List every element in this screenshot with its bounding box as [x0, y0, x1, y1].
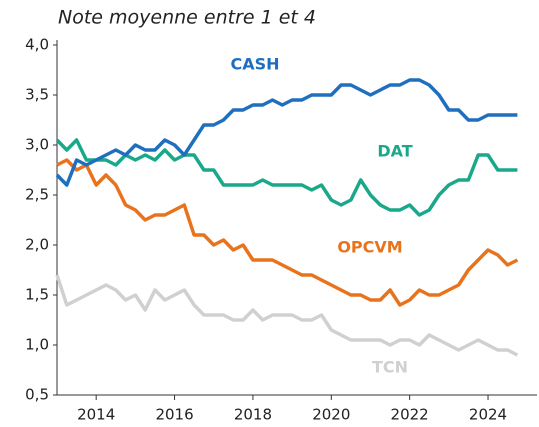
- series-line: [55, 274, 519, 357]
- y-tick-label: 1,5: [25, 286, 49, 304]
- series-label: OPCVM: [337, 238, 402, 257]
- y-tick-label: 2,0: [25, 236, 49, 254]
- x-tick-label: 2024: [469, 406, 507, 424]
- x-tick-label: 2014: [77, 406, 115, 424]
- y-tick-label: 1,0: [25, 336, 49, 354]
- x-tick-label: 2020: [312, 406, 350, 424]
- x-tick-label: 2022: [391, 406, 429, 424]
- y-tick-label: 2,5: [25, 186, 49, 204]
- series-label: TCN: [372, 358, 408, 377]
- series-line: [55, 138, 518, 217]
- y-tick-label: 3,5: [25, 86, 49, 104]
- y-tick-label: 4,0: [25, 36, 49, 54]
- x-tick-label: 2018: [234, 406, 272, 424]
- series-label: DAT: [377, 142, 412, 161]
- y-tick-label: 0,5: [25, 386, 49, 404]
- y-tick-label: 3,0: [25, 136, 49, 154]
- x-tick-label: 2016: [155, 406, 193, 424]
- series-line: [55, 78, 518, 187]
- chart-title: Note moyenne entre 1 et 4: [58, 7, 316, 29]
- series-label: CASH: [230, 55, 279, 74]
- series-line: [56, 158, 519, 307]
